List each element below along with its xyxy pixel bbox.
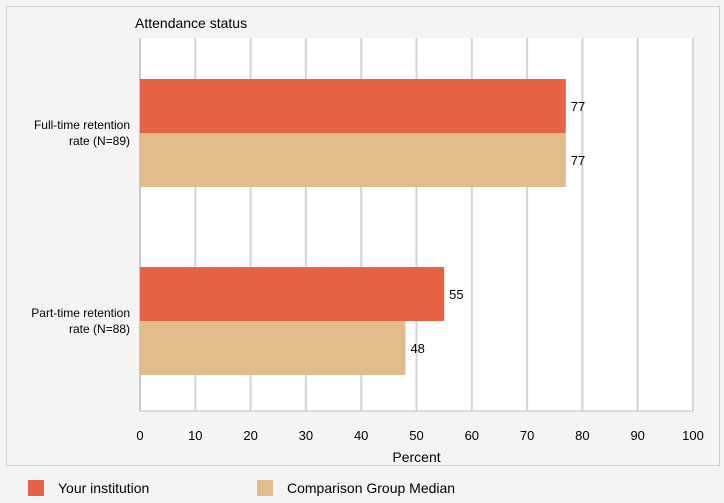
data-label: 77 [571,99,585,114]
legend-label-comparison-group-median: Comparison Group Median [287,480,456,496]
legend-item-your-institution: Your institution [28,480,149,496]
legend-swatch-comparison-group-median [257,480,273,496]
x-tick-label: 90 [630,428,644,443]
bar-comparison-median [140,133,566,187]
legend-label-your-institution: Your institution [58,480,150,496]
x-tick-label: 10 [188,428,202,443]
x-tick-label: 80 [575,428,589,443]
bar-your-institution [140,267,445,321]
category-label: rate (N=88) [69,322,130,336]
legend: Your institution Comparison Group Median [6,465,718,503]
category-label: rate (N=89) [69,134,130,148]
data-label: 55 [449,287,463,302]
x-tick-label: 60 [465,428,479,443]
category-label: Full-time retention [34,118,130,132]
x-tick-label: 0 [136,428,143,443]
bar-your-institution [140,79,566,133]
x-tick-label: 100 [682,428,704,443]
chart-frame: 0 10 20 30 40 50 60 70 80 90 100 Percent Attendance … [6,6,720,466]
x-tick-label: 50 [409,428,423,443]
bar-chart: 0 10 20 30 40 50 60 70 80 90 100 Percent Attendance … [31,15,704,465]
bar-comparison-median [140,321,406,375]
x-axis-title: Percent [392,449,440,465]
x-tick-label: 70 [520,428,534,443]
legend-item-comparison-group-median: Comparison Group Median [257,480,455,496]
chart-title: Attendance status [135,15,247,31]
x-tick-label: 40 [354,428,368,443]
legend-swatch-your-institution [28,480,44,496]
category-label: Part-time retention [31,306,130,320]
x-tick-label: 20 [243,428,257,443]
x-tick-label: 30 [299,428,313,443]
data-label: 48 [410,341,424,356]
data-label: 77 [571,153,585,168]
